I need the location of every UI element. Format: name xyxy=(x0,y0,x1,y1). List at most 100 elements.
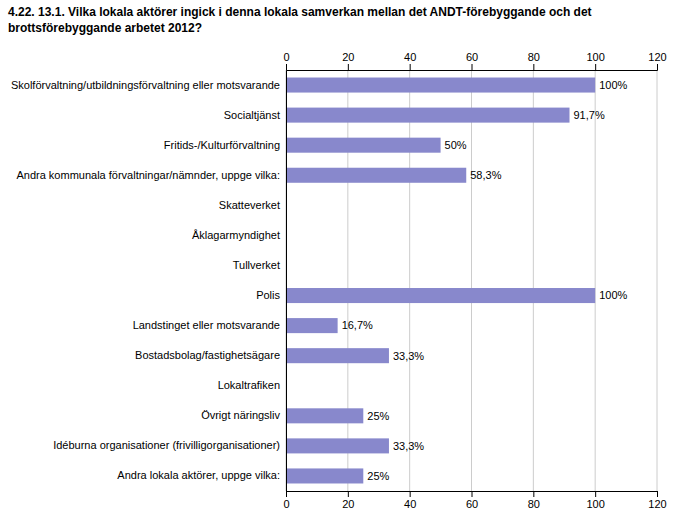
tick: Skatteverket xyxy=(219,199,286,211)
tick-mark xyxy=(410,491,411,497)
tick-label: 100 xyxy=(586,51,604,63)
bar xyxy=(286,348,389,363)
tick: 100 xyxy=(586,491,604,510)
tick: Andra lokala aktörer, uppge vilka: xyxy=(117,469,286,481)
tick-label: 40 xyxy=(404,498,416,510)
category-label: Tullverket xyxy=(233,259,280,271)
grid xyxy=(286,70,657,491)
bar xyxy=(286,468,363,483)
tick-label: 0 xyxy=(283,498,289,510)
tick: Tullverket xyxy=(233,259,286,271)
tick: 0 xyxy=(283,491,289,510)
y-axis: Skolförvaltning/utbildningsförvaltning e… xyxy=(11,71,287,492)
data-label: 25% xyxy=(367,410,389,422)
tick-mark xyxy=(410,64,411,70)
bar xyxy=(286,138,441,153)
tick-mark xyxy=(472,64,473,70)
tick: 120 xyxy=(648,51,666,70)
tick: 120 xyxy=(648,491,666,510)
bar xyxy=(286,318,338,333)
grid-line xyxy=(286,70,287,491)
tick-label: 80 xyxy=(528,51,540,63)
x-axis-bottom: 0 20 40 60 80 100 120 xyxy=(283,491,666,510)
category-label: Andra lokala aktörer, uppge vilka: xyxy=(117,469,280,481)
tick: 60 xyxy=(466,51,478,70)
chart-container: 4.22. 13.1. Vilka lokala aktörer ingick … xyxy=(0,0,681,521)
data-label: 91,7% xyxy=(574,109,605,121)
bar xyxy=(286,168,466,183)
category-label: Andra kommunala förvaltningar/nämnder, u… xyxy=(16,169,280,181)
tick-mark xyxy=(533,491,534,497)
plot: 0 20 40 60 80 100 120 0 20 40 60 80 100 120 Skolförval… xyxy=(11,51,667,510)
tick-mark xyxy=(657,64,658,70)
data-label: 100% xyxy=(599,289,627,301)
grid-line xyxy=(595,70,596,491)
tick: Landstinget eller motsvarande xyxy=(133,319,286,331)
category-label: Socialtjänst xyxy=(224,109,280,121)
tick-mark xyxy=(348,491,349,497)
category-label: Skolförvaltning/utbildningsförvaltning e… xyxy=(11,79,280,91)
x-axis-line xyxy=(287,492,658,498)
bar xyxy=(286,438,389,453)
tick-label: 20 xyxy=(342,498,354,510)
tick-label: 60 xyxy=(466,498,478,510)
bar xyxy=(286,78,595,93)
tick-label: 100 xyxy=(586,498,604,510)
tick-label: 0 xyxy=(283,51,289,63)
subtitle: brottsförebyggande arbetet 2012? xyxy=(8,21,202,35)
data-label: 33,3% xyxy=(393,440,424,452)
tick-label: 20 xyxy=(342,51,354,63)
tick: 20 xyxy=(342,51,354,70)
tick-mark xyxy=(533,64,534,70)
bar xyxy=(286,408,363,423)
category-label: Fritids-/Kulturförvaltning xyxy=(164,139,280,151)
data-label: 33,3% xyxy=(393,350,424,362)
data-label: 58,3% xyxy=(470,169,501,181)
tick-label: 80 xyxy=(528,498,540,510)
tick-mark xyxy=(348,64,349,70)
tick-label: 60 xyxy=(466,51,478,63)
tick: Idéburna organisationer (frivilligorgani… xyxy=(53,439,286,451)
category-label: Åklagarmyndighet xyxy=(192,229,280,241)
grid-line xyxy=(409,70,410,491)
tick: 80 xyxy=(528,51,540,70)
tick-mark xyxy=(472,491,473,497)
tick: Polis xyxy=(256,289,286,301)
title: 4.22. 13.1. Vilka lokala aktörer ingick … xyxy=(8,5,592,19)
tick: Övrigt näringsliv xyxy=(201,409,286,421)
tick: 60 xyxy=(466,491,478,510)
chart-svg: 4.22. 13.1. Vilka lokala aktörer ingick … xyxy=(0,0,681,521)
x-axis-line xyxy=(287,64,658,71)
tick: Fritids-/Kulturförvaltning xyxy=(164,139,286,151)
bar xyxy=(286,108,570,123)
tick: Socialtjänst xyxy=(224,109,286,121)
data-label: 16,7% xyxy=(342,319,373,331)
tick: 20 xyxy=(342,491,354,510)
grid-line xyxy=(471,70,472,491)
category-label: Landstinget eller motsvarande xyxy=(133,319,280,331)
tick-label: 120 xyxy=(648,51,666,63)
y-axis-line xyxy=(286,71,287,492)
tick-mark xyxy=(595,64,596,70)
tick: Bostadsbolag/fastighetsägare xyxy=(135,349,286,361)
bar xyxy=(286,288,595,303)
x-axis-top: 0 20 40 60 80 100 120 xyxy=(283,51,666,71)
category-label: Idéburna organisationer (frivilligorgani… xyxy=(53,439,280,451)
grid-line xyxy=(533,70,534,491)
tick: Skolförvaltning/utbildningsförvaltning e… xyxy=(11,79,286,91)
category-label: Polis xyxy=(256,289,280,301)
category-label: Övrigt näringsliv xyxy=(201,409,280,421)
tick-label: 120 xyxy=(648,498,666,510)
category-label: Bostadsbolag/fastighetsägare xyxy=(135,349,280,361)
tick: Lokaltrafiken xyxy=(218,379,286,391)
tick-label: 40 xyxy=(404,51,416,63)
tick-mark xyxy=(595,491,596,497)
tick: 100 xyxy=(586,51,604,70)
grid-line xyxy=(657,70,658,491)
data-label: 50% xyxy=(445,139,467,151)
data-label: 100% xyxy=(599,79,627,91)
data-label: 25% xyxy=(367,470,389,482)
tick: 80 xyxy=(528,491,540,510)
tick: Andra kommunala förvaltningar/nämnder, u… xyxy=(16,169,286,181)
category-label: Lokaltrafiken xyxy=(218,379,280,391)
